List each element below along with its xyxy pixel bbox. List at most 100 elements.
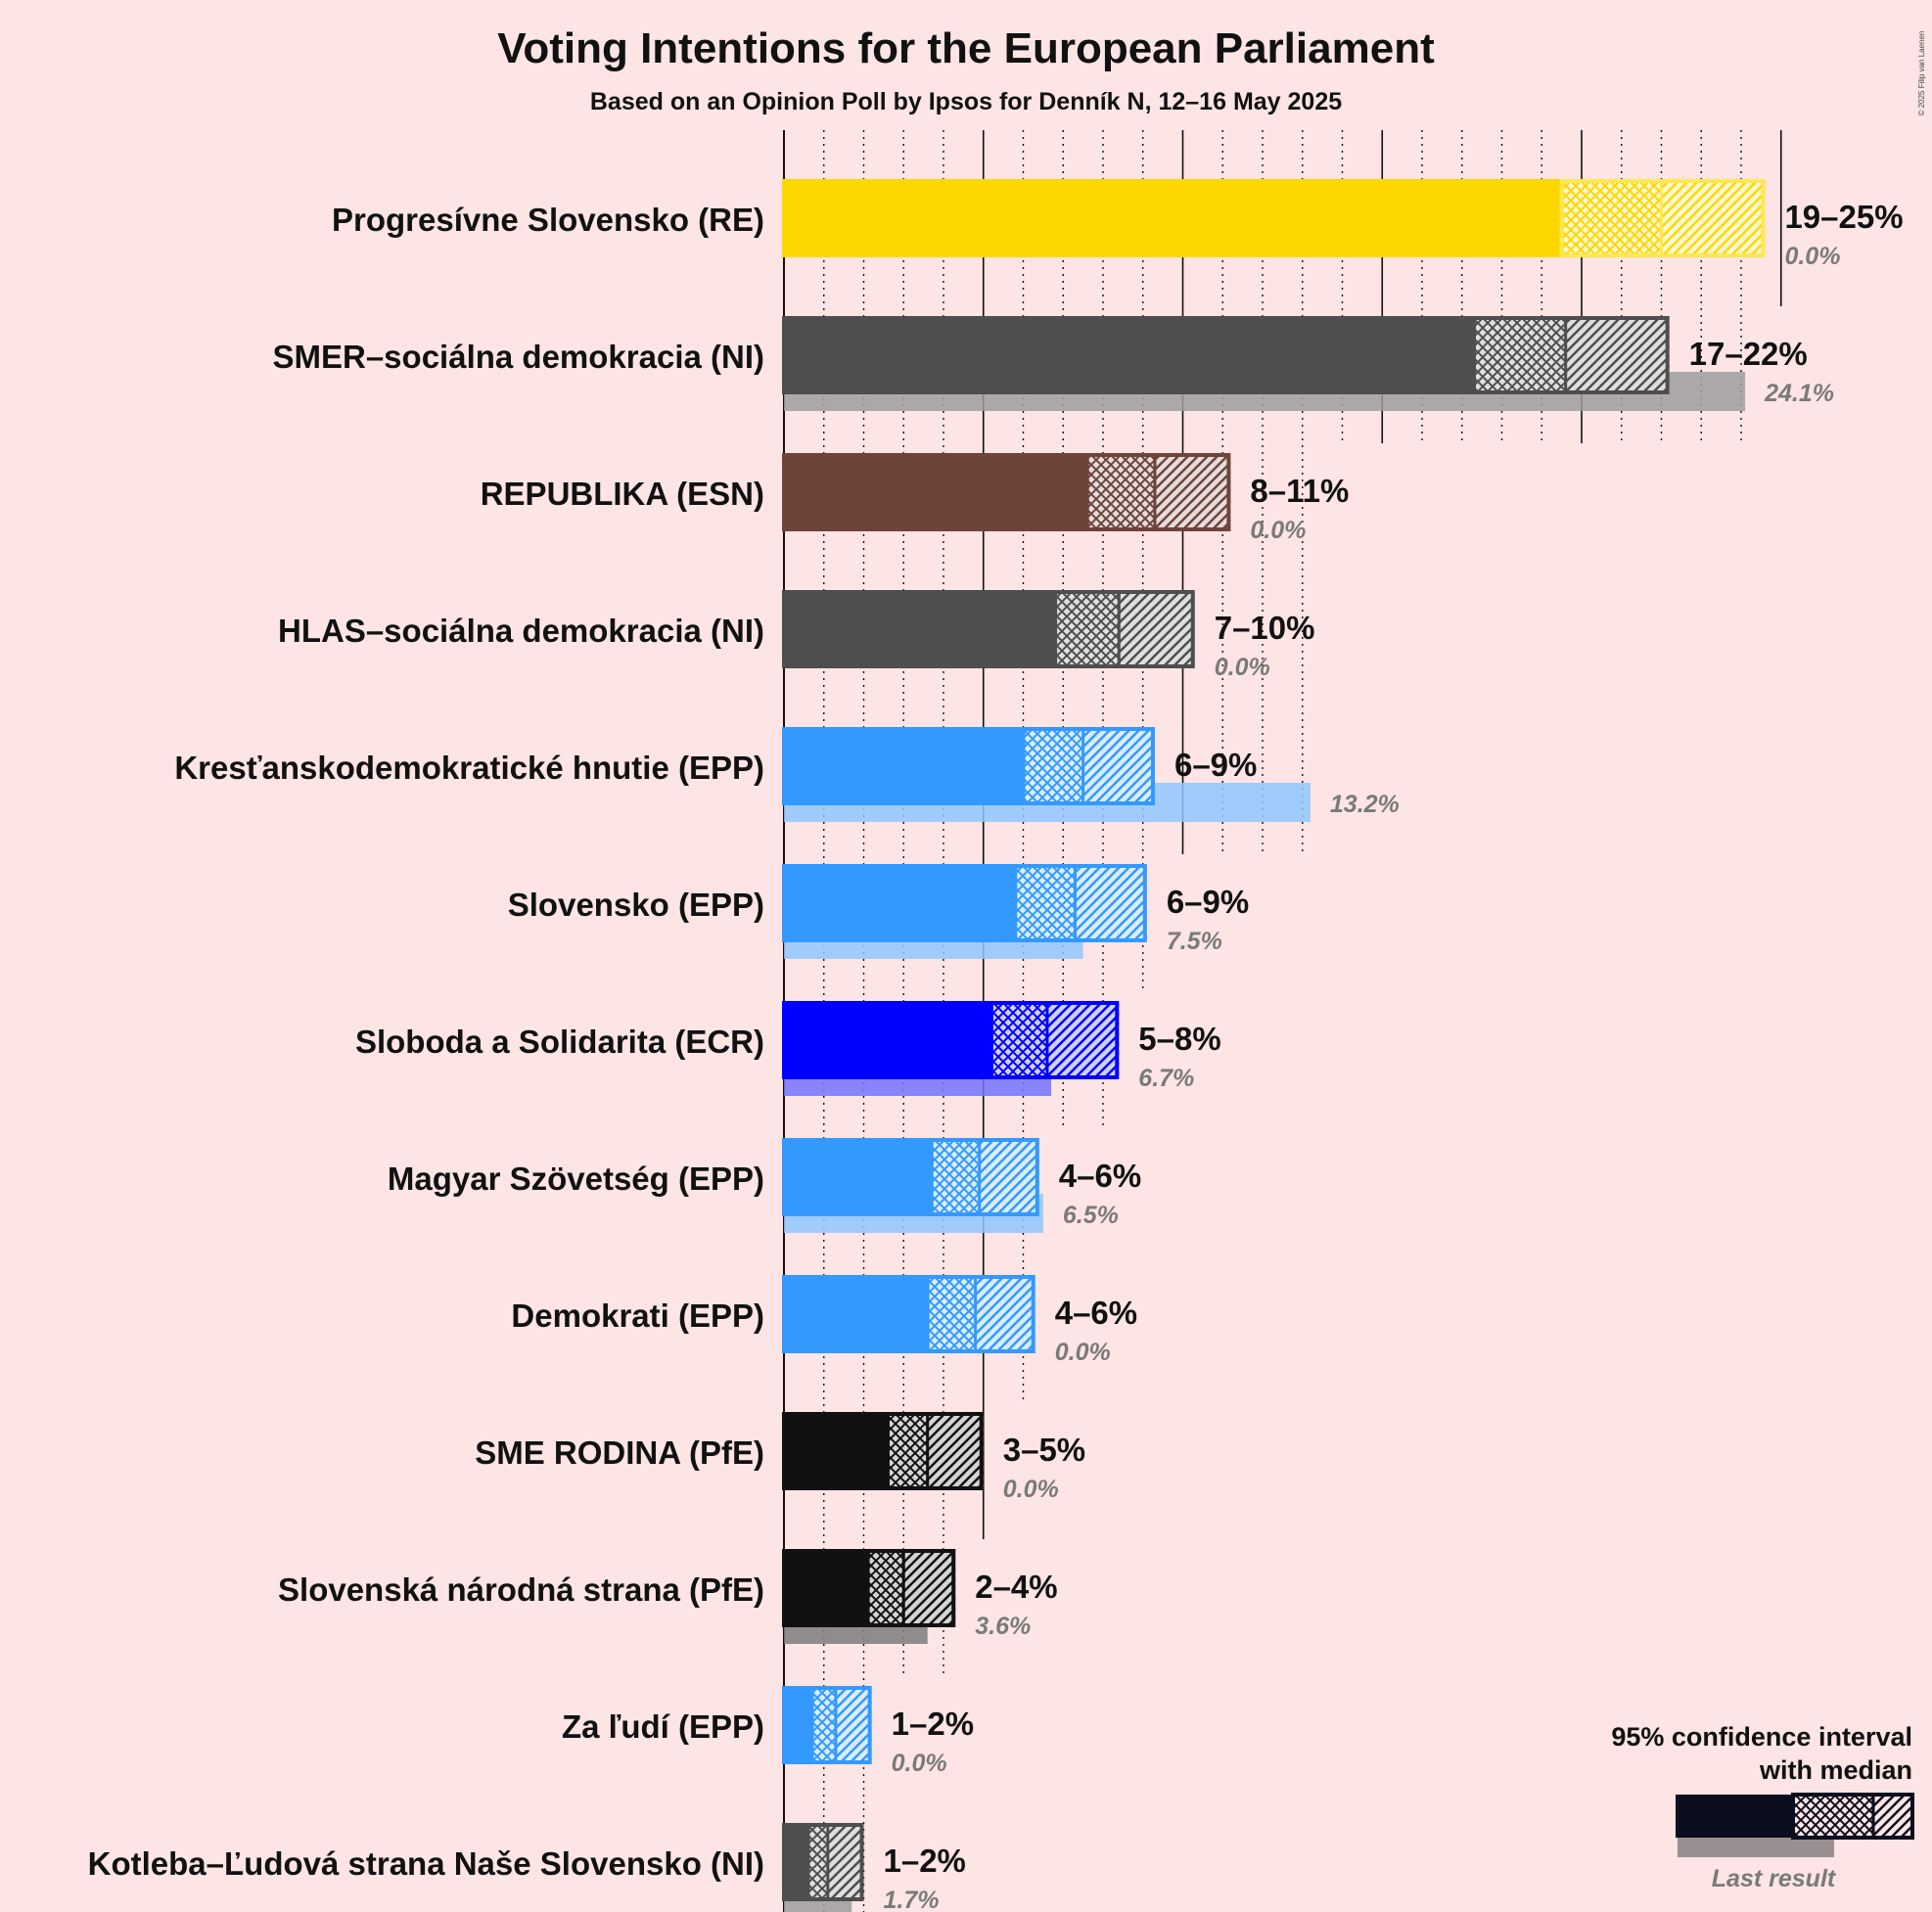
last-result-label: 0.0% — [1003, 1476, 1059, 1503]
party-row: SME RODINA (PfE) 3–5% 0.0% — [475, 1412, 1085, 1503]
ci-lower-crosshatch — [931, 1138, 980, 1216]
ci-lower-crosshatch — [927, 1275, 976, 1353]
ci-solid-bar — [782, 1549, 868, 1627]
last-result-label: 6.7% — [1138, 1065, 1194, 1092]
ci-upper-diagonal — [1046, 1001, 1120, 1079]
ci-lower-crosshatch — [1023, 727, 1083, 805]
party-row: Sloboda a Solidarita (ECR) 5–8% 6.7% — [355, 1001, 1221, 1096]
party-label: HLAS–sociálna demokracia (NI) — [278, 613, 764, 649]
range-label: 7–10% — [1215, 610, 1315, 646]
party-row: Demokrati (EPP) 4–6% 0.0% — [511, 1275, 1137, 1366]
chart-title: Voting Intentions for the European Parli… — [497, 24, 1435, 72]
range-label: 5–8% — [1138, 1021, 1220, 1057]
legend-line-1: 95% confidence interval — [1611, 1722, 1912, 1752]
ci-solid-bar — [782, 727, 1024, 805]
ci-solid-bar — [782, 1823, 808, 1901]
ci-outline — [925, 1275, 1035, 1353]
party-row: Slovenská národná strana (PfE) 2–4% 3.6% — [278, 1549, 1058, 1644]
last-result-label: 3.6% — [975, 1613, 1031, 1640]
ci-lower-crosshatch — [990, 1001, 1047, 1079]
ci-upper-diagonal — [927, 1412, 984, 1490]
party-row: Slovensko (EPP) 6–9% 7.5% — [508, 864, 1249, 959]
party-row: Kresťanskodemokratické hnutie (EPP) 6–9% 1… — [174, 727, 1400, 822]
range-label: 6–9% — [1174, 747, 1257, 783]
legend-ci-solid — [1676, 1795, 1793, 1838]
ci-outline — [809, 1686, 872, 1764]
ci-solid-bar — [782, 1412, 888, 1490]
ci-upper-diagonal — [1075, 864, 1147, 942]
party-label: REPUBLIKA (ESN) — [481, 476, 764, 512]
party-label: Kresťanskodemokratické hnutie (EPP) — [174, 750, 764, 786]
last-result-label: 1.7% — [884, 1887, 940, 1912]
range-label: 6–9% — [1167, 884, 1249, 920]
ci-outline — [989, 1001, 1120, 1079]
ci-solid-bar — [782, 1138, 932, 1216]
legend-last-result-label: Last result — [1712, 1865, 1837, 1892]
last-result-label: 0.0% — [1215, 654, 1270, 681]
legend-ci-diagonal — [1873, 1795, 1912, 1838]
ci-outline — [885, 1412, 984, 1490]
party-row: HLAS–sociálna demokracia (NI) 7–10% 0.0% — [278, 590, 1314, 681]
party-row: Progresívne Slovensko (RE) 19–25% 0.0% — [332, 179, 1904, 270]
ci-upper-diagonal — [979, 1138, 1039, 1216]
party-label: Kotleba–Ľudová strana Naše Slovensko (NI… — [88, 1845, 764, 1882]
party-label: Magyar Szövetség (EPP) — [388, 1161, 764, 1197]
last-result-label: 7.5% — [1167, 928, 1222, 955]
last-result-label: 13.2% — [1330, 791, 1400, 818]
ci-outline — [929, 1138, 1039, 1216]
ci-lower-crosshatch — [867, 1549, 904, 1627]
party-row: SMER–sociálna demokracia (NI) 17–22% 24.1% — [272, 316, 1834, 411]
party-label: Demokrati (EPP) — [511, 1297, 764, 1334]
last-result-label: 0.0% — [892, 1750, 947, 1777]
ci-upper-diagonal — [975, 1275, 1035, 1353]
ci-lower-crosshatch — [1086, 453, 1155, 531]
party-label: SMER–sociálna demokracia (NI) — [272, 339, 764, 375]
ci-upper-diagonal — [835, 1686, 872, 1764]
last-result-label: 0.0% — [1055, 1339, 1111, 1366]
range-label: 1–2% — [892, 1706, 974, 1742]
range-label: 4–6% — [1059, 1158, 1141, 1194]
last-result-label: 6.5% — [1063, 1202, 1119, 1229]
party-row: Za ľudí (EPP) 1–2% 0.0% — [562, 1686, 974, 1777]
ci-lower-crosshatch — [887, 1412, 928, 1490]
range-label: 3–5% — [1003, 1432, 1085, 1468]
last-result-label: 0.0% — [1250, 517, 1306, 544]
party-label: Slovensko (EPP) — [508, 887, 764, 923]
ci-outline — [1084, 453, 1231, 531]
party-row: Magyar Szövetség (EPP) 4–6% 6.5% — [388, 1138, 1141, 1233]
ci-lower-crosshatch — [811, 1686, 836, 1764]
ci-solid-bar — [782, 453, 1087, 531]
ci-outline — [865, 1549, 956, 1627]
range-label: 4–6% — [1055, 1295, 1137, 1331]
ci-outline — [1013, 864, 1147, 942]
party-row: REPUBLIKA (ESN) 8–11% 0.0% — [481, 453, 1349, 544]
legend-ci-outline — [1791, 1793, 1914, 1840]
party-row: Kotleba–Ľudová strana Naše Slovensko (NI… — [88, 1823, 966, 1912]
party-label: Slovenská národná strana (PfE) — [278, 1571, 764, 1608]
range-label: 19–25% — [1784, 199, 1903, 235]
ci-upper-diagonal — [1154, 453, 1231, 531]
party-label: SME RODINA (PfE) — [475, 1434, 764, 1471]
ci-lower-crosshatch — [1561, 179, 1662, 257]
party-bars: Progresívne Slovensko (RE) 19–25% 0.0% SMER… — [88, 179, 1904, 1912]
ci-lower-crosshatch — [1055, 590, 1120, 668]
ci-solid-bar — [782, 864, 1016, 942]
ci-upper-diagonal — [1565, 316, 1670, 394]
ci-solid-bar — [782, 1686, 812, 1764]
range-label: 17–22% — [1689, 336, 1808, 372]
ci-lower-crosshatch — [1015, 864, 1076, 942]
ci-upper-diagonal — [1082, 727, 1155, 805]
ci-solid-bar — [782, 179, 1562, 257]
party-label: Progresívne Slovensko (RE) — [332, 202, 764, 238]
ci-solid-bar — [782, 316, 1474, 394]
ci-outline — [1021, 727, 1155, 805]
last-result-label: 0.0% — [1784, 243, 1840, 270]
ci-solid-bar — [782, 590, 1056, 668]
ci-solid-bar — [782, 1275, 928, 1353]
ci-outline — [805, 1823, 864, 1901]
copyright-notice: © 2025 Filip van Laenen — [1917, 31, 1926, 116]
ci-upper-diagonal — [1661, 179, 1766, 257]
chart-subtitle: Based on an Opinion Poll by Ipsos for De… — [590, 88, 1342, 115]
range-label: 2–4% — [975, 1569, 1057, 1605]
